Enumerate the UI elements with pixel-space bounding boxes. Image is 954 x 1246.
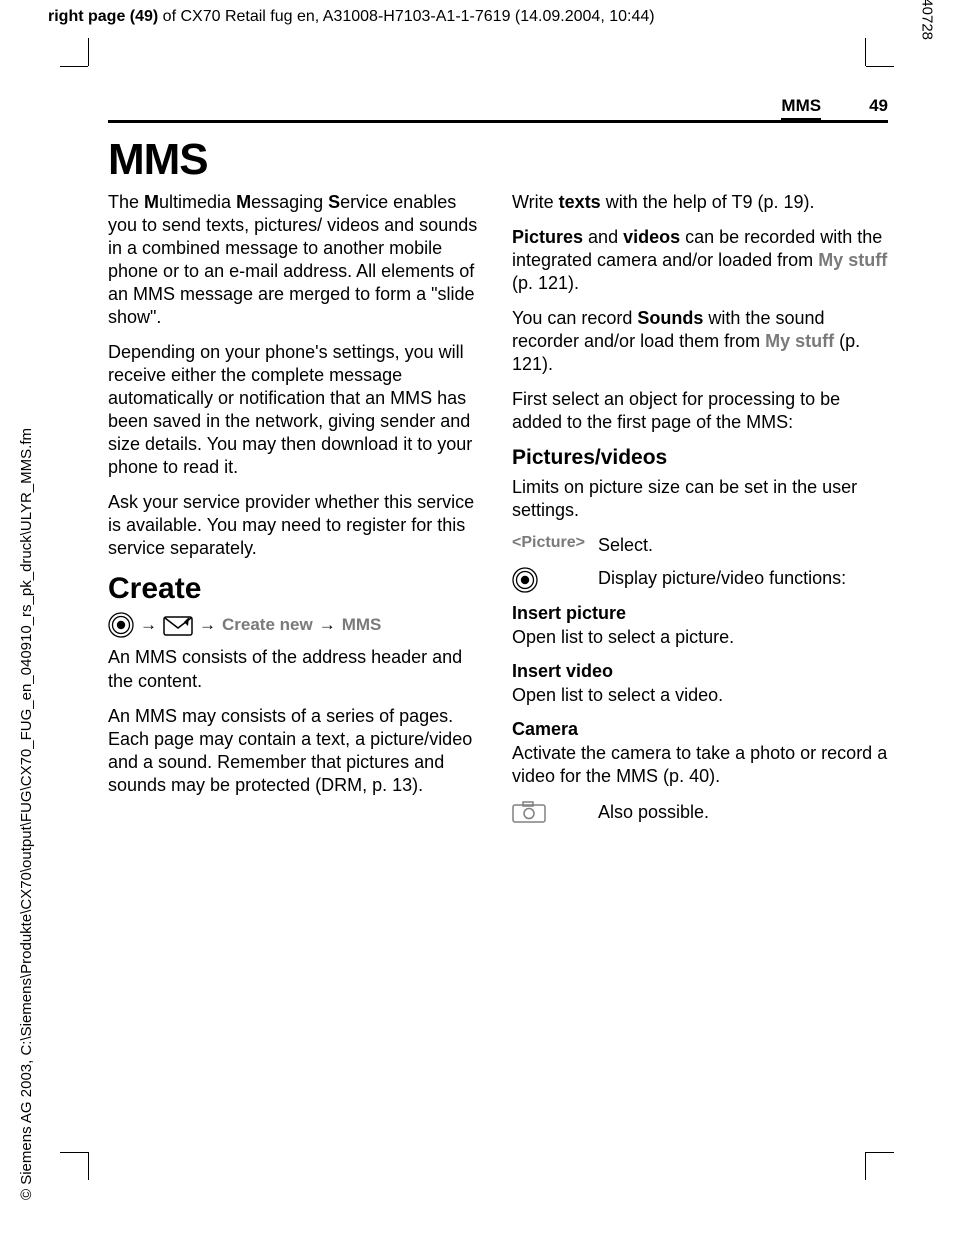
- create-paragraph-2: An MMS may consists of a series of pages…: [108, 705, 484, 797]
- right-vertical-text: VAR Language: en; VAR issue date: 040728: [919, 0, 936, 40]
- pv-limits-paragraph: Limits on picture size can be set in the…: [512, 476, 888, 522]
- section-name: MMS: [781, 96, 821, 122]
- page-number: 49: [869, 96, 888, 116]
- arrow-icon: →: [140, 615, 157, 635]
- heading-insert-video: Insert video: [512, 661, 888, 682]
- nav-step-mms: MMS: [342, 615, 382, 635]
- pictures-videos-paragraph: Pictures and videos can be recorded with…: [512, 226, 888, 295]
- running-head: MMS 49: [108, 96, 888, 123]
- nav-step-create-new: Create new: [222, 615, 313, 635]
- row-display-functions: Display picture/video functions:: [512, 567, 888, 593]
- page-content: MMS 49 MMS The Multimedia Messaging Serv…: [108, 96, 888, 838]
- intro-paragraph-3: Ask your service provider whether this s…: [108, 491, 484, 560]
- display-functions-text: Display picture/video functions:: [598, 567, 888, 590]
- top-meta: right page (49) of CX70 Retail fug en, A…: [48, 8, 655, 26]
- target-icon-cell: [512, 567, 582, 593]
- picture-placeholder-label: <Picture>: [512, 534, 582, 552]
- arrow-icon: →: [199, 615, 216, 635]
- sounds-paragraph: You can record Sounds with the sound rec…: [512, 307, 888, 376]
- top-meta-rest: of CX70 Retail fug en, A31008-H7103-A1-1…: [158, 8, 654, 25]
- arrow-icon: →: [319, 615, 336, 635]
- top-meta-prefix: right page (49): [48, 8, 158, 25]
- insert-picture-text: Open list to select a picture.: [512, 626, 888, 649]
- target-icon: [512, 567, 538, 593]
- insert-video-text: Open list to select a video.: [512, 684, 888, 707]
- create-paragraph-1: An MMS consists of the address header an…: [108, 646, 484, 692]
- row-camera-also: Also possible.: [512, 801, 888, 828]
- camera-icon: [512, 801, 546, 823]
- envelope-icon: [163, 614, 193, 636]
- camera-icon-cell: [512, 801, 582, 828]
- target-icon: [108, 612, 134, 638]
- heading-camera: Camera: [512, 719, 888, 740]
- row-picture-select: <Picture> Select.: [512, 534, 888, 557]
- camera-text: Activate the camera to take a photo or r…: [512, 742, 888, 788]
- nav-path: → → Create new → MMS: [108, 612, 484, 638]
- page-title: MMS: [108, 135, 888, 185]
- picture-select-text: Select.: [598, 534, 888, 557]
- two-column-body: The Multimedia Messaging Service enables…: [108, 191, 888, 838]
- intro-paragraph-1: The Multimedia Messaging Service enables…: [108, 191, 484, 329]
- left-vertical-text: © Siemens AG 2003, C:\Siemens\Produkte\C…: [18, 428, 35, 1200]
- intro-paragraph-2: Depending on your phone's settings, you …: [108, 341, 484, 479]
- heading-pictures-videos: Pictures/videos: [512, 446, 888, 470]
- texts-paragraph: Write texts with the help of T9 (p. 19).: [512, 191, 888, 214]
- heading-create: Create: [108, 572, 484, 606]
- heading-insert-picture: Insert picture: [512, 603, 888, 624]
- select-object-paragraph: First select an object for processing to…: [512, 388, 888, 434]
- camera-also-text: Also possible.: [598, 801, 888, 824]
